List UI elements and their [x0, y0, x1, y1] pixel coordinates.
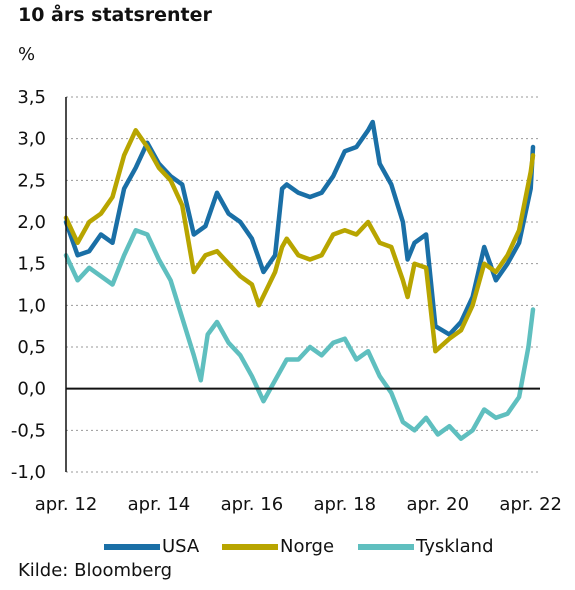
y-tick-label: -1,0 [11, 462, 46, 483]
x-tick-label: apr. 14 [128, 494, 191, 515]
y-axis-unit-label: % [18, 44, 36, 65]
legend-swatch-usa [104, 543, 160, 550]
y-tick-label: 3,5 [17, 87, 46, 108]
legend-item-tyskland: Tyskland [358, 536, 494, 557]
legend-swatch-tyskland [358, 543, 414, 550]
source-note: Kilde: Bloomberg [18, 560, 173, 581]
legend: USA Norge Tyskland [0, 536, 575, 564]
x-tick-label: apr. 18 [314, 494, 377, 515]
series-line-tyskland [63, 228, 536, 441]
gridlines [66, 96, 540, 473]
x-tick-label: apr. 22 [499, 494, 562, 515]
y-tick-label: -0,5 [11, 420, 46, 441]
legend-label-usa: USA [162, 536, 200, 557]
legend-item-usa: USA [104, 536, 199, 557]
y-tick-label: 2,5 [17, 170, 46, 191]
series-line-norge [63, 128, 536, 354]
y-axis-tick-labels: 3,5 3,0 2,5 2,0 1,5 1,0 0,5 0,0 -0,5 -1,0 [11, 87, 46, 483]
y-tick-label: 3,0 [17, 129, 46, 150]
y-tick-label: 0,5 [17, 337, 46, 358]
legend-label-norge: Norge [280, 536, 335, 557]
series-lines [63, 119, 536, 441]
chart-title: 10 års statsrenter [18, 4, 212, 26]
y-tick-label: 0,0 [17, 379, 46, 400]
y-tick-label: 1,0 [17, 295, 46, 316]
line-chart: 3,5 3,0 2,5 2,0 1,5 1,0 0,5 0,0 -0,5 -1,0 apr. 12… [11, 87, 562, 515]
axes [65, 97, 540, 472]
legend-label-tyskland: Tyskland [416, 536, 494, 557]
legend-swatch-norge [222, 543, 278, 550]
legend-item-norge: Norge [222, 536, 334, 557]
x-axis-tick-labels: apr. 12 apr. 14 apr. 16 apr. 18 apr. 20 apr. … [35, 494, 562, 515]
x-tick-label: apr. 12 [35, 494, 98, 515]
y-tick-label: 2,0 [17, 212, 46, 233]
x-tick-label: apr. 20 [406, 494, 469, 515]
x-tick-label: apr. 16 [221, 494, 284, 515]
y-tick-label: 1,5 [17, 254, 46, 275]
